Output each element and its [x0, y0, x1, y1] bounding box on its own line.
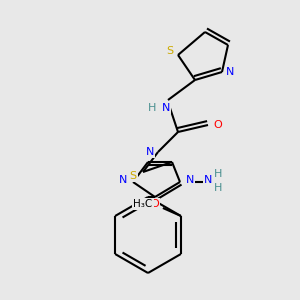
Text: N: N [162, 103, 170, 113]
Text: N: N [186, 175, 194, 185]
Text: H: H [214, 183, 222, 193]
Text: N: N [226, 67, 234, 77]
Text: N: N [204, 175, 212, 185]
Text: H₃C: H₃C [133, 199, 152, 209]
Text: H: H [148, 103, 156, 113]
Text: N: N [146, 147, 154, 157]
Text: N: N [119, 175, 127, 185]
Text: O: O [214, 120, 222, 130]
Text: S: S [167, 46, 174, 56]
Text: H: H [214, 169, 222, 179]
Text: O: O [151, 199, 159, 209]
Text: S: S [129, 171, 137, 181]
